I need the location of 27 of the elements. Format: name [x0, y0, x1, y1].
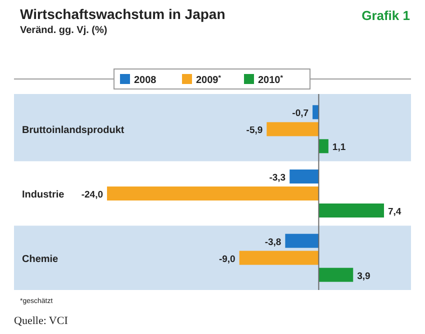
- chart-subtitle: Veränd. gg. Vj. (%): [20, 25, 108, 36]
- chart-title: Wirtschaftswachstum in Japan: [20, 6, 226, 22]
- bar: [318, 139, 328, 154]
- data-label: -3,8: [264, 236, 282, 248]
- bar: [285, 234, 319, 248]
- text: Grafik 1: [362, 8, 410, 23]
- data-label: -24,0: [81, 190, 103, 200]
- bar: [107, 186, 319, 200]
- bar: [266, 122, 319, 136]
- bar: [290, 170, 319, 184]
- bar: [318, 204, 384, 218]
- bar: [239, 250, 319, 265]
- data-label: -5,9: [246, 125, 263, 136]
- bar: [318, 268, 354, 282]
- data-label: 3,9: [357, 270, 370, 282]
- data-label: 7,4: [388, 206, 402, 218]
- data-label: -0,7: [292, 108, 309, 120]
- data-label: 1,1: [332, 142, 346, 154]
- data-label: -9,0: [218, 254, 236, 265]
- y-tick-label: Industrie: [22, 190, 65, 200]
- legend-label: 2009$^{*}$: [196, 74, 222, 86]
- y-tick-label: Bruttoinlandsprodukt: [22, 125, 125, 136]
- legend-label: 2010$^{*}$: [258, 74, 284, 86]
- y-tick-label: Chemie: [22, 254, 59, 265]
- legend-label: 2008: [134, 75, 157, 86]
- source-note: Quelle: VCI: [14, 315, 68, 327]
- data-label: -3,3: [269, 172, 286, 184]
